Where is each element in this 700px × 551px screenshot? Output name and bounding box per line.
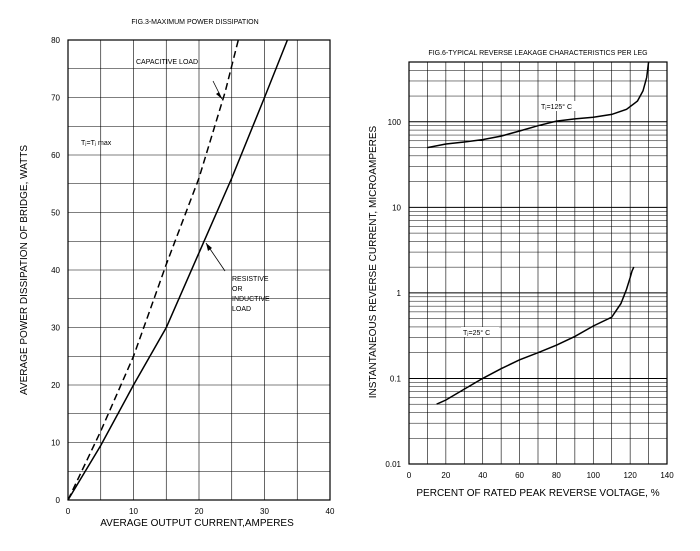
chart1-series-capacitive-line	[67, 39, 240, 501]
chart1-resistive-label-4: LOAD	[232, 306, 251, 313]
chart-reverse-leakage: FIG.6-TYPICAL REVERSE LEAKAGE CHARACTERI…	[368, 50, 674, 499]
chart1-x-tick-label: 20	[195, 507, 204, 516]
chart2-y-tick-label: 10	[392, 203, 401, 212]
chart1-y-tick-label: 10	[51, 439, 60, 448]
chart1-x-tick-label: 30	[260, 507, 269, 516]
chart1-x-tick-label: 40	[326, 507, 335, 516]
chart2-series-tj125-line	[427, 61, 650, 149]
chart-power-dissipation: FIG.3-MAXIMUM POWER DISSIPATION 0 10 20 30 4…	[19, 19, 335, 529]
chart1-y-tick-label: 80	[51, 36, 60, 45]
chart1-y-tick-label: 50	[51, 209, 60, 218]
chart1-y-tick-label: 70	[51, 94, 60, 103]
chart2-label-125: Tⱼ=125° C	[541, 103, 572, 111]
chart2-series	[427, 61, 650, 405]
chart2-x-tick-label: 0	[407, 471, 412, 480]
chart2-x-tick-label: 40	[478, 471, 487, 480]
chart2-xlabel: PERCENT OF RATED PEAK REVERSE VOLTAGE, %	[416, 488, 659, 499]
chart1-resistive-label-1: RESISTIVE	[232, 276, 269, 283]
chart2-x-tick-label: 20	[441, 471, 450, 480]
chart1-y-tick-label: 60	[51, 151, 60, 160]
chart1-y-tick-label: 40	[51, 266, 60, 275]
chart2-x-tick-labels: 0 20 40 60 80 100 120 140	[407, 471, 674, 480]
chart2-y-tick-label: 0.01	[385, 460, 401, 469]
chart1-series	[67, 39, 289, 501]
chart1-ylabel: AVERAGE POWER DISSIPATION OF BRIDGE, WAT…	[19, 145, 30, 395]
chart2-y-tick-label: 100	[388, 118, 402, 127]
chart2-label-25: Tⱼ=25° C	[463, 329, 490, 337]
chart2-y-tick-labels: 0.01 0.1 1 10 100	[385, 118, 401, 469]
chart1-condition-label: Tⱼ=Tⱼ max	[81, 140, 112, 147]
chart1-y-tick-labels: 0 10 20 30 40 50 60 70 80	[51, 36, 60, 505]
chart1-x-tick-label: 10	[129, 507, 138, 516]
chart1-title: FIG.3-MAXIMUM POWER DISSIPATION	[131, 19, 258, 26]
chart2-x-tick-label: 80	[552, 471, 561, 480]
chart2-label-25-bg	[461, 327, 499, 337]
chart1-resistive-label-3: INDUCTIVE	[232, 296, 270, 303]
chart1-y-tick-label: 0	[56, 496, 61, 505]
chart1-grid	[67, 39, 331, 501]
chart2-y-tick-label: 0.1	[390, 374, 402, 383]
chart2-x-tick-label: 60	[515, 471, 524, 480]
chart2-series-tj25-line	[436, 266, 635, 405]
chart1-resistive-arrowhead	[206, 243, 212, 251]
chart2-frame	[408, 61, 668, 465]
chart2-x-tick-label: 100	[587, 471, 601, 480]
chart2-grid	[408, 61, 668, 465]
chart1-y-tick-label: 20	[51, 381, 60, 390]
chart1-y-tick-label: 30	[51, 324, 60, 333]
chart1-x-tick-labels: 0 10 20 30 40	[66, 507, 335, 516]
chart1-frame	[67, 39, 331, 501]
chart1-x-tick-label: 0	[66, 507, 71, 516]
chart1-xlabel: AVERAGE OUTPUT CURRENT,AMPERES	[100, 518, 294, 529]
chart2-x-tick-label: 120	[623, 471, 637, 480]
chart2-title: FIG.6-TYPICAL REVERSE LEAKAGE CHARACTERI…	[428, 50, 647, 57]
chart1-series-resistive-line	[67, 39, 289, 501]
chart2-label-125-bg	[539, 101, 581, 111]
chart2-x-tick-label: 140	[660, 471, 674, 480]
chart1-resistive-label-2: OR	[232, 286, 243, 293]
chart2-y-tick-label: 1	[397, 289, 402, 298]
chart1-capacitive-arrowhead	[216, 92, 222, 99]
chart1-capacitive-label: CAPACITIVE LOAD	[136, 59, 198, 66]
chart2-ylabel: INSTANTANEOUS REVERSE CURRENT, MICROAMPE…	[368, 125, 379, 398]
